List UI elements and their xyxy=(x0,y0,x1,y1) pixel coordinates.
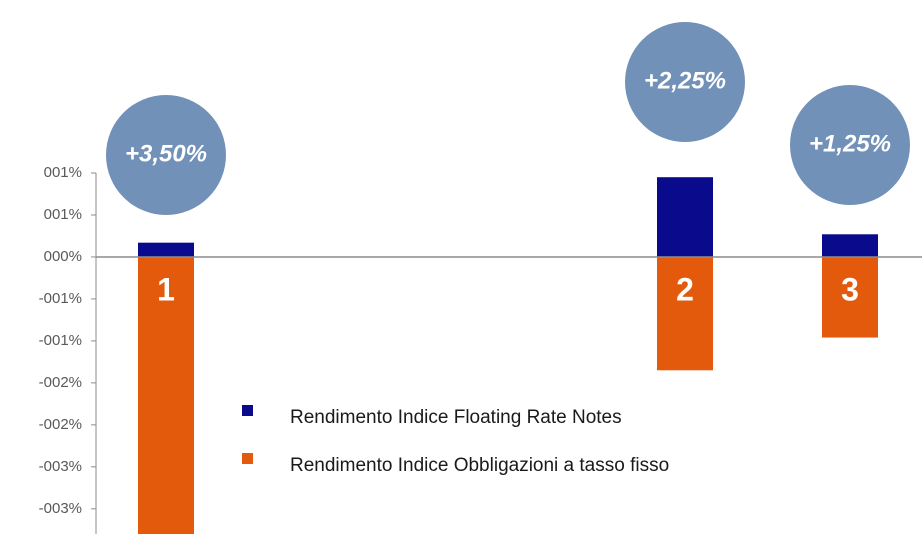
legend-label: Rendimento Indice Obbligazioni a tasso f… xyxy=(290,455,669,476)
annotation-bubble xyxy=(106,95,226,215)
bar xyxy=(822,256,878,338)
y-tick-label: 000% xyxy=(44,248,82,265)
bar xyxy=(138,242,194,257)
y-tick-label: 001% xyxy=(44,164,82,181)
annotation: +1,25% xyxy=(809,130,891,157)
annotation-bubble xyxy=(625,22,745,142)
annotation: +2,25% xyxy=(644,67,726,94)
category-label: 3 xyxy=(841,271,859,307)
bar xyxy=(657,256,713,371)
y-tick-label: 001% xyxy=(44,206,82,223)
y-tick-label: -003% xyxy=(39,500,82,517)
category-label: 1 xyxy=(157,271,175,307)
legend-swatch xyxy=(242,405,253,416)
bar xyxy=(138,256,194,534)
annotation: +3,50% xyxy=(125,140,207,167)
legend-swatch xyxy=(242,453,253,464)
bar xyxy=(657,177,713,257)
y-tick-label: -002% xyxy=(39,416,82,433)
y-tick-label: -002% xyxy=(39,374,82,391)
y-tick-label: -003% xyxy=(39,458,82,475)
bar xyxy=(822,234,878,257)
y-tick-label: -001% xyxy=(39,332,82,349)
annotation-bubble xyxy=(790,85,910,205)
category-label: 2 xyxy=(676,271,694,307)
y-tick-label: -001% xyxy=(39,290,82,307)
legend-label: Rendimento Indice Floating Rate Notes xyxy=(290,407,622,428)
